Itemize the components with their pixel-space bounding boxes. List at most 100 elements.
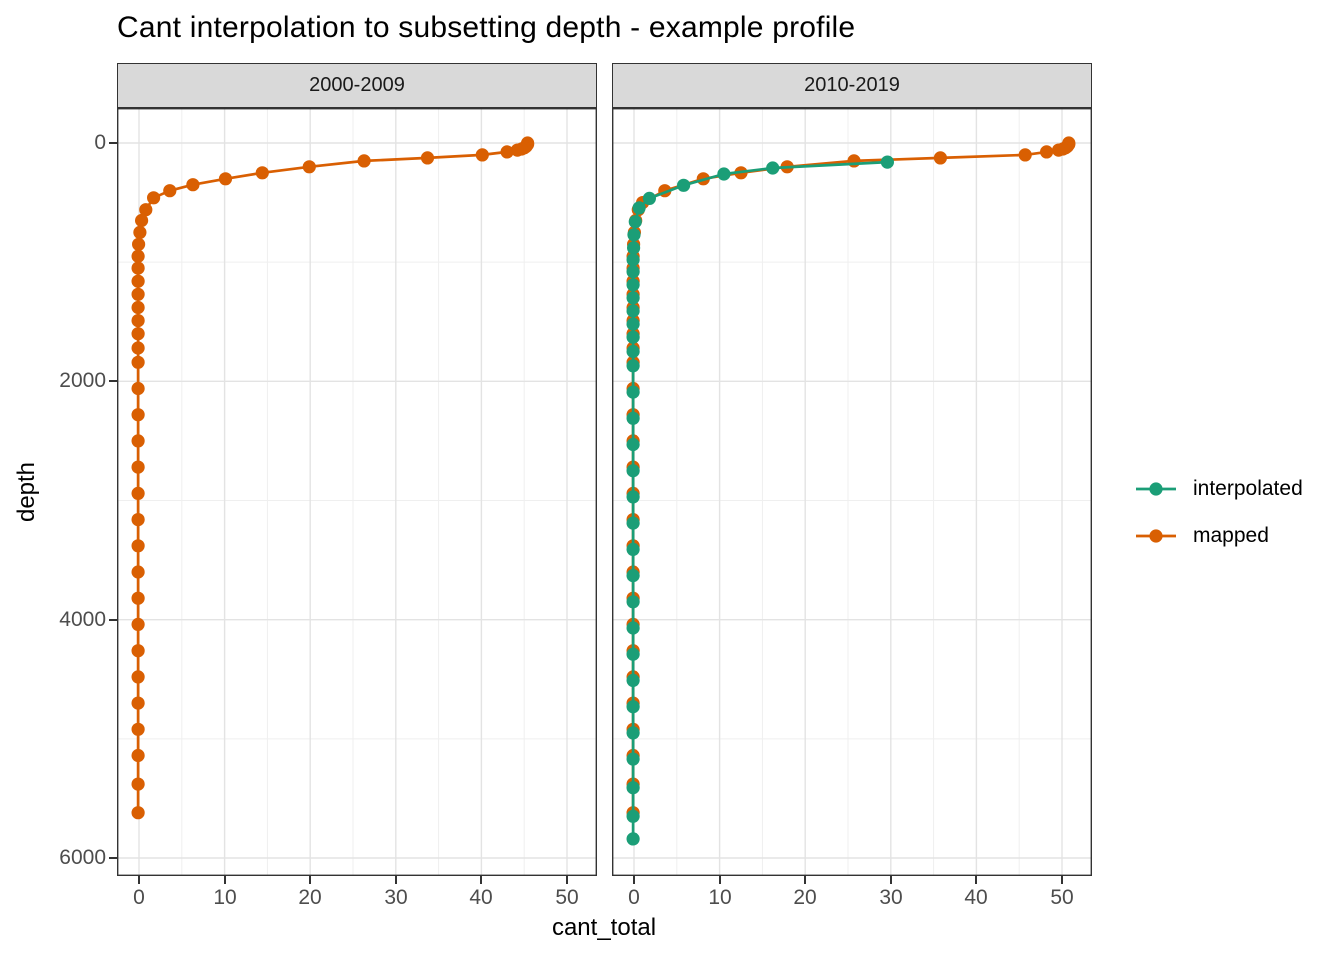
x-tick-label: 0 (628, 886, 640, 909)
y-axis-tick (109, 619, 117, 621)
data-point-interpolated (626, 304, 640, 318)
x-axis-tick (224, 876, 226, 884)
data-point-interpolated (626, 385, 640, 399)
x-axis-tick (719, 876, 721, 884)
y-axis-title: depth (13, 461, 40, 523)
data-point-interpolated (626, 516, 640, 530)
y-tick-label: 4000 (59, 608, 106, 631)
data-point-mapped (135, 213, 149, 228)
data-point-mapped (131, 565, 145, 579)
data-point-mapped (475, 148, 489, 162)
x-axis-tick (804, 876, 806, 884)
data-point-interpolated (626, 330, 640, 344)
x-axis-tick (480, 876, 482, 884)
data-point-mapped (1040, 145, 1054, 159)
data-point-mapped (131, 274, 145, 288)
data-point-mapped (255, 166, 269, 180)
data-point-mapped (131, 314, 145, 328)
legend-label: mapped (1193, 524, 1269, 547)
data-point-mapped (218, 172, 233, 186)
data-point-interpolated (626, 832, 640, 846)
x-axis-tick (566, 876, 568, 884)
data-point-mapped (131, 261, 145, 275)
data-point-interpolated (627, 241, 641, 255)
data-point-interpolated (626, 359, 640, 373)
y-axis-tick (109, 142, 117, 144)
data-point-interpolated (717, 167, 731, 181)
panel-2000-2009 (117, 108, 597, 876)
data-point-mapped (131, 300, 145, 315)
data-point-mapped (131, 617, 145, 631)
data-point-mapped (131, 381, 145, 396)
data-point-mapped (131, 722, 145, 736)
data-point-mapped (847, 154, 861, 168)
data-point-interpolated (677, 178, 691, 192)
data-point-interpolated (880, 155, 894, 169)
panel-canvas-2010-2019 (612, 108, 1092, 876)
data-point-interpolated (766, 161, 780, 175)
data-point-interpolated (626, 542, 640, 556)
data-point-mapped (131, 460, 145, 474)
data-point-interpolated (626, 595, 640, 609)
data-point-mapped (131, 355, 145, 369)
data-point-mapped (510, 143, 524, 157)
data-point-mapped (933, 151, 947, 165)
x-axis-tick (395, 876, 397, 884)
panel-border (612, 108, 1092, 876)
data-point-interpolated (626, 437, 640, 452)
y-axis-tick (109, 380, 117, 382)
data-point-mapped (131, 670, 145, 684)
legend-label: interpolated (1193, 477, 1303, 500)
data-point-interpolated (626, 700, 640, 714)
data-point-mapped (131, 327, 145, 341)
legend-key-icon (1136, 529, 1176, 543)
data-point-mapped (133, 225, 147, 239)
data-point-interpolated (626, 490, 640, 504)
data-point-mapped (131, 644, 145, 658)
data-point-mapped (131, 249, 145, 263)
legend: interpolated mapped (1133, 474, 1303, 551)
data-point-mapped (131, 777, 145, 791)
data-point-interpolated (627, 228, 641, 242)
panel-2010-2019 (612, 108, 1092, 876)
series-line-mapped (631, 141, 1071, 815)
data-point-mapped (357, 154, 371, 168)
data-point-mapped (131, 408, 145, 422)
data-point-mapped (131, 806, 145, 820)
x-axis-tick (890, 876, 892, 884)
data-point-interpolated (632, 201, 646, 215)
plot-title: Cant interpolation to subsetting depth -… (117, 11, 856, 44)
x-tick-label: 50 (555, 886, 579, 909)
data-point-interpolated (626, 621, 640, 635)
x-tick-label: 0 (133, 886, 145, 909)
data-point-interpolated (626, 291, 640, 305)
data-point-interpolated (626, 781, 640, 795)
x-axis-tick (633, 876, 635, 884)
data-point-mapped (420, 151, 435, 165)
y-tick-label: 2000 (59, 369, 106, 392)
x-tick-label: 50 (1050, 886, 1074, 909)
data-point-mapped (147, 191, 161, 205)
y-tick-label: 6000 (59, 846, 106, 869)
legend-key-point (1149, 529, 1163, 543)
panel-canvas-2000-2009 (117, 108, 597, 876)
data-point-mapped (131, 513, 145, 527)
data-point-interpolated (626, 265, 640, 279)
data-point-mapped (163, 184, 177, 198)
x-tick-label: 40 (964, 886, 988, 909)
x-tick-label: 10 (213, 886, 237, 909)
x-tick-label: 30 (384, 886, 408, 909)
data-point-mapped (131, 591, 145, 605)
x-tick-label: 30 (879, 886, 903, 909)
data-point-mapped (131, 748, 145, 763)
series-line-mapped (136, 141, 529, 815)
panel-border (117, 108, 597, 876)
data-point-interpolated (626, 464, 640, 478)
legend-key-point (1149, 482, 1163, 496)
data-point-interpolated (626, 673, 640, 688)
y-axis-tick (109, 857, 117, 859)
facet-strip-2010-2019: 2010-2019 (612, 63, 1092, 108)
data-point-interpolated (626, 411, 640, 425)
y-tick-label: 0 (94, 131, 106, 154)
